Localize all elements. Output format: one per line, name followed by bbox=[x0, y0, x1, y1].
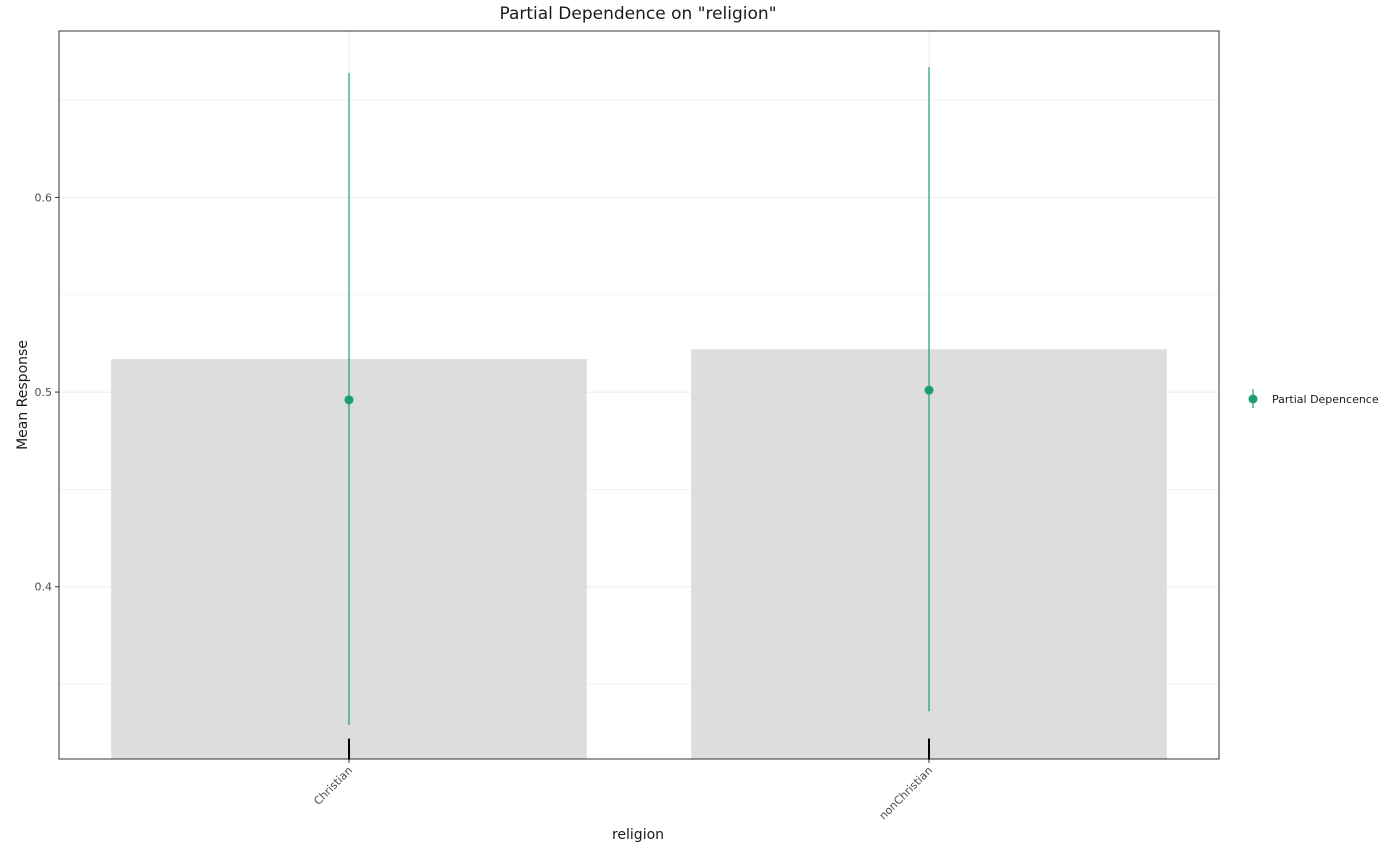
legend: Partial Depencence bbox=[1248, 389, 1379, 408]
legend-key-point bbox=[1248, 394, 1258, 404]
x-tick-label: Christian bbox=[311, 764, 355, 808]
bars bbox=[111, 349, 1167, 759]
legend-label: Partial Depencence bbox=[1272, 393, 1379, 406]
y-axis-title: Mean Response bbox=[15, 340, 31, 450]
panel-border bbox=[58, 30, 1220, 760]
point-christian bbox=[344, 395, 354, 405]
point-nonchristian bbox=[924, 385, 934, 395]
chart-title: Partial Dependence on "religion" bbox=[499, 4, 776, 24]
y-axis-ticks: 0.4 0.5 0.6 bbox=[35, 191, 59, 594]
y-tick-label: 0.4 bbox=[35, 581, 53, 594]
x-axis-ticks: Christian nonChristian bbox=[311, 759, 935, 822]
y-tick-label: 0.6 bbox=[35, 191, 53, 204]
y-tick-label: 0.5 bbox=[35, 386, 53, 399]
x-tick-label: nonChristian bbox=[877, 764, 936, 823]
x-axis-title: religion bbox=[612, 827, 664, 843]
points bbox=[344, 385, 934, 405]
rug-marks bbox=[348, 738, 930, 760]
